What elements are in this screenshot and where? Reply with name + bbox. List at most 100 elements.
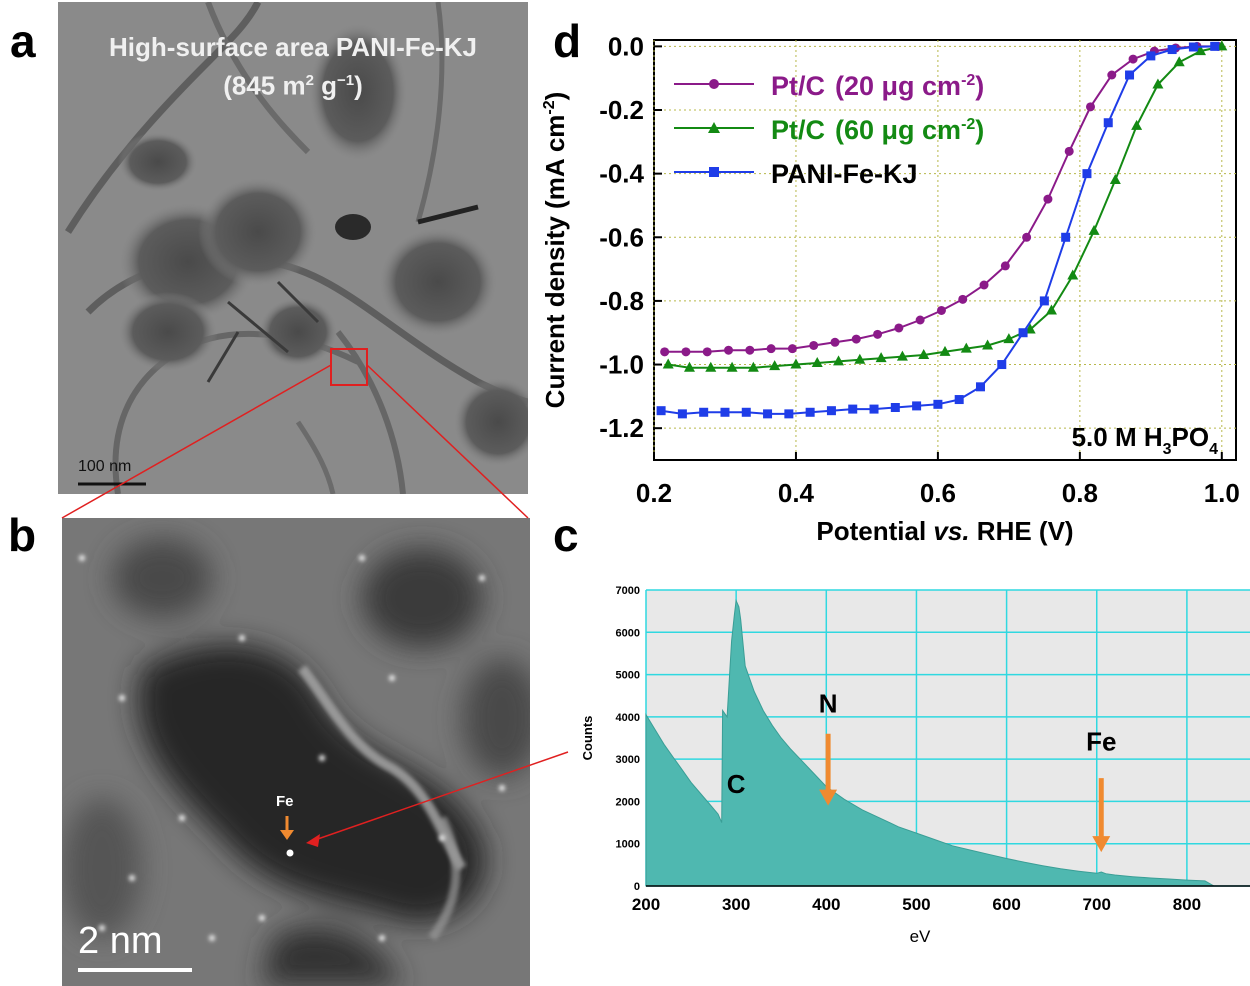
tem-title-line2: (845 m2 g−1) <box>223 70 363 101</box>
d-point <box>1195 45 1207 56</box>
d-point <box>939 345 951 356</box>
d-point <box>982 339 994 350</box>
c-peak-label: N <box>819 689 838 719</box>
c-peak-label: C <box>727 769 746 799</box>
legend-pani-label: PANI-Fe-KJ <box>771 159 918 189</box>
legend-entry-pani: PANI-Fe-KJ <box>674 159 918 189</box>
d-xtick-label: 0.2 <box>636 478 672 508</box>
stem-micrograph <box>62 518 530 986</box>
d-point <box>1064 146 1074 156</box>
polarization-xlabel: Potential vs. RHE (V) <box>816 516 1073 546</box>
d-point <box>875 352 887 363</box>
polarization-chart: 0.2 0.4 0.6 0.8 1.0 0.0 -0.2 -0.4 -0.6 -0.8 -1.0 -1… <box>540 31 1240 546</box>
d-point <box>741 407 751 417</box>
d-point <box>1045 304 1057 315</box>
d-point <box>811 356 823 367</box>
d-ytick-label: -0.8 <box>599 286 644 316</box>
d-point <box>997 360 1007 370</box>
d-point <box>1107 70 1117 80</box>
d-point <box>960 342 972 353</box>
eels-annotations: C N Fe <box>727 689 1116 853</box>
d-point <box>1018 328 1028 338</box>
d-point <box>848 404 858 414</box>
electrolyte-annotation: 5.0 M H3PO4 <box>1072 422 1219 458</box>
d-point <box>1173 56 1185 67</box>
d-point <box>763 409 773 419</box>
polarization-series <box>656 40 1228 419</box>
d-xtick-label: 0.4 <box>778 478 815 508</box>
d-xtick-label: 1.0 <box>1204 478 1240 508</box>
c-xtick-label: 400 <box>812 895 840 914</box>
d-point <box>683 361 695 372</box>
d-point <box>1067 269 1079 280</box>
d-point <box>681 347 691 357</box>
d-point <box>784 409 794 419</box>
d-point <box>1146 51 1156 61</box>
c-ytick-label: 1000 <box>616 839 640 851</box>
fe-atom-label: Fe <box>276 793 294 810</box>
panel-a-label: a <box>10 15 36 67</box>
d-ytick-label: -1.2 <box>599 413 644 443</box>
d-point <box>720 407 730 417</box>
legend-entry-pt60: Pt/C (60 μg cm-2) <box>674 115 984 145</box>
d-point <box>933 399 943 409</box>
d-point <box>1086 102 1095 112</box>
polarization-legend: Pt/C (20 μg cm-2) Pt/C (60 μg cm-2) PANI-F… <box>674 71 984 189</box>
d-point <box>766 344 776 354</box>
tem-title: High-surface area PANI-Fe-KJ (845 m2 g−1… <box>58 30 528 103</box>
d-point <box>1000 261 1010 271</box>
scalebar-a-label: 100 nm <box>78 458 132 475</box>
c-ytick-label: 2000 <box>616 796 640 808</box>
d-point <box>1188 42 1198 52</box>
d-point <box>1210 41 1220 51</box>
d-point <box>894 323 904 333</box>
polarization-grid <box>653 40 1236 460</box>
c-ytick-label: 4000 <box>616 712 640 724</box>
c-peak-label: Fe <box>1086 727 1116 757</box>
d-point <box>699 407 709 417</box>
d-point <box>790 358 802 369</box>
panel-b-label: b <box>8 509 37 561</box>
d-point <box>1039 296 1049 306</box>
d-point <box>1152 78 1164 89</box>
c-ytick-label: 5000 <box>616 670 640 682</box>
d-point <box>805 407 815 417</box>
d-point <box>1022 232 1032 242</box>
d-point <box>890 403 900 412</box>
d-point <box>809 340 819 350</box>
legend-entry-pt20: Pt/C (20 μg cm-2) <box>674 71 984 101</box>
d-point <box>1088 224 1100 235</box>
panel-c-label: c <box>553 509 579 561</box>
c-xtick-label: 200 <box>632 895 660 914</box>
d-point <box>912 401 922 411</box>
d-point <box>975 382 985 392</box>
d-point <box>1131 119 1143 130</box>
polarization-ticks: 0.2 0.4 0.6 0.8 1.0 0.0 -0.2 -0.4 -0.6 -0.8 -1.0 -1… <box>599 31 1240 508</box>
c-xtick-label: 800 <box>1173 895 1201 914</box>
stem-image-panel: Fe 2 nm <box>62 518 530 986</box>
d-point <box>677 409 687 419</box>
d-point <box>1061 232 1071 242</box>
d-point <box>1103 118 1113 128</box>
c-ytick-label: 7000 <box>616 585 640 597</box>
legend-pt60-label: Pt/C (60 μg cm-2) <box>771 115 984 145</box>
d-point <box>724 345 734 355</box>
d-point <box>1128 54 1138 64</box>
c-xtick-label: 700 <box>1083 895 1111 914</box>
d-xtick-label: 0.8 <box>1062 478 1098 508</box>
fe-atom <box>286 849 294 857</box>
eels-ticks: 200 300 400 500 600 700 800 0 1000 2000 3000 4000 50… <box>616 585 1250 914</box>
c-ytick-label: 6000 <box>616 627 640 639</box>
d-point <box>873 329 883 339</box>
eels-xlabel: eV <box>910 927 931 946</box>
d-point <box>915 315 925 325</box>
d-point <box>769 360 781 371</box>
c-xtick-label: 500 <box>902 895 930 914</box>
d-point <box>958 294 968 304</box>
d-point <box>726 361 738 372</box>
d-ytick-label: -0.2 <box>599 95 644 125</box>
d-point <box>1082 169 1092 179</box>
eels-ylabel: Counts <box>580 716 595 761</box>
c-ytick-label: 0 <box>634 881 640 893</box>
d-ytick-label: 0.0 <box>608 31 644 61</box>
